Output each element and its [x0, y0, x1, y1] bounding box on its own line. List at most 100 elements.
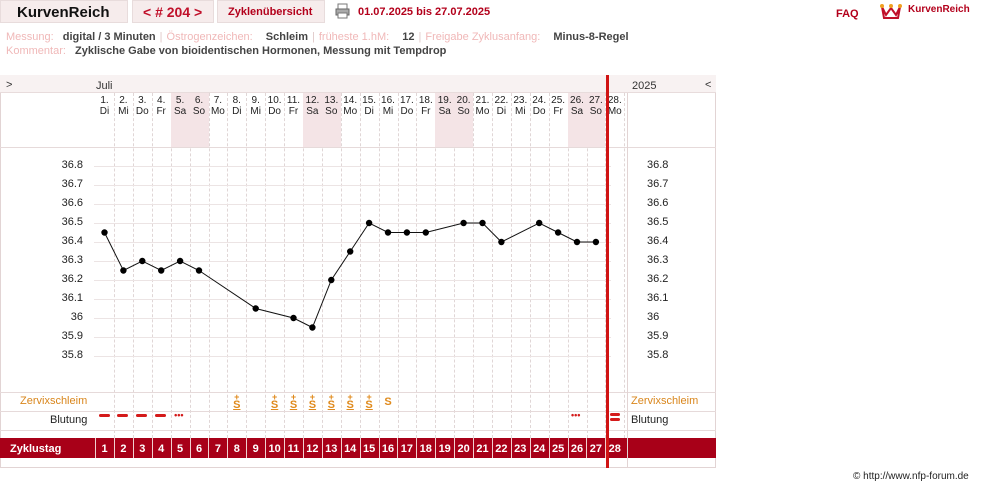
- row-separator: [0, 392, 716, 393]
- cycle-day-number[interactable]: 2: [120, 443, 127, 455]
- cycle-day-number[interactable]: 16: [381, 443, 395, 455]
- bleeding-heavy-mark[interactable]: [136, 414, 148, 417]
- day-header[interactable]: 7. Mo: [208, 95, 227, 117]
- day-header[interactable]: 26. Sa: [568, 95, 587, 117]
- cycle-day-number[interactable]: 28: [608, 443, 621, 455]
- day-header[interactable]: 25. Fr: [549, 95, 568, 117]
- day-header[interactable]: 6. So: [190, 95, 209, 117]
- cycle-day-number[interactable]: 1: [101, 443, 108, 455]
- bleeding-heavy-mark[interactable]: [98, 414, 110, 417]
- weekday: Mo: [210, 106, 225, 117]
- day-header[interactable]: 15. Di: [360, 95, 379, 117]
- day-header[interactable]: 4. Fr: [152, 95, 171, 117]
- day-header[interactable]: 18. Fr: [416, 95, 435, 117]
- cycle-day-number[interactable]: 14: [344, 443, 357, 455]
- cycle-day-number[interactable]: 8: [233, 443, 240, 455]
- mucus-symbol[interactable]: + S: [289, 392, 298, 411]
- weekend-shade: [170, 93, 190, 147]
- bleeding-spotting-mark[interactable]: •••: [571, 410, 581, 420]
- day-header[interactable]: 20. So: [454, 95, 473, 117]
- cycle-day-number[interactable]: 19: [438, 443, 451, 455]
- mucus-symbol[interactable]: + S: [327, 392, 335, 411]
- day-header[interactable]: 17. Do: [397, 95, 416, 117]
- y-tick-label: 36.4: [61, 235, 83, 247]
- cycle-day-number[interactable]: 26: [570, 443, 584, 455]
- cycle-day-number[interactable]: 27: [589, 443, 603, 455]
- weekday: Sa: [438, 106, 451, 117]
- cycle-day-number[interactable]: 12: [306, 443, 319, 455]
- weekday: Fr: [553, 106, 563, 117]
- day-header[interactable]: 10. Do: [265, 95, 284, 117]
- cycle-number-nav[interactable]: < # 204 >: [132, 0, 214, 23]
- day-header[interactable]: 21. Mo: [473, 95, 492, 117]
- day-header[interactable]: 14. Mo: [341, 95, 360, 117]
- y-tick-label-right: 36.5: [647, 216, 669, 228]
- day-header[interactable]: 23. Mi: [511, 95, 530, 117]
- mucus-symbol[interactable]: S: [384, 396, 392, 408]
- bleeding-double-mark[interactable]: [609, 418, 620, 421]
- cycle-day-number[interactable]: 5: [177, 443, 184, 455]
- mucus-symbol[interactable]: + S: [233, 392, 241, 411]
- cycle-day-number[interactable]: 23: [514, 443, 527, 455]
- date-range: 01.07.2025 bis 27.07.2025: [358, 6, 491, 18]
- logo-text[interactable]: KurvenReich: [908, 4, 970, 15]
- row-separator: [0, 411, 716, 412]
- cycle-day-number[interactable]: 13: [325, 443, 338, 455]
- day-header[interactable]: 9. Mi: [246, 95, 265, 117]
- next-cycle-arrow[interactable]: <: [705, 79, 712, 91]
- cycle-day-number[interactable]: 3: [139, 443, 146, 455]
- day-header[interactable]: 1. Di: [95, 95, 114, 117]
- printer-icon[interactable]: [335, 3, 350, 19]
- cycle-overview-button[interactable]: Zyklenübersicht: [217, 0, 325, 23]
- cycle-day-divider: [435, 438, 437, 458]
- cycle-day-number[interactable]: 6: [195, 443, 203, 455]
- mucus-symbol[interactable]: + S: [346, 392, 354, 411]
- cycle-day-number[interactable]: 24: [533, 443, 546, 455]
- day-header[interactable]: 12. Sa: [303, 95, 322, 117]
- cycle-day-number[interactable]: 9: [252, 443, 259, 455]
- release-value: Minus-8-Regel: [553, 31, 629, 43]
- day-number: 18.: [418, 95, 433, 106]
- cycle-day-number[interactable]: 17: [400, 443, 414, 455]
- bleeding-double-mark[interactable]: [609, 413, 620, 416]
- day-header[interactable]: 16. Mi: [379, 95, 398, 117]
- cycle-day-number[interactable]: 4: [158, 443, 165, 455]
- cycle-day-number[interactable]: 21: [476, 443, 489, 455]
- day-header[interactable]: 13. So: [322, 95, 341, 117]
- day-header[interactable]: 2. Mi: [114, 95, 133, 117]
- copyright-text[interactable]: © http://www.nfp-forum.de: [853, 471, 969, 482]
- bleeding-heavy-mark[interactable]: [155, 414, 167, 417]
- faq-link[interactable]: FAQ: [836, 8, 859, 20]
- day-header[interactable]: 22. Di: [492, 95, 511, 117]
- bleeding-heavy-mark[interactable]: [117, 414, 129, 417]
- cycle-number[interactable]: < # 204 >: [143, 4, 203, 20]
- prev-cycle-arrow[interactable]: >: [6, 79, 13, 91]
- cycle-day-divider: [170, 438, 172, 458]
- weekday: Mi: [382, 106, 394, 117]
- cycle-day-number[interactable]: 18: [419, 443, 432, 455]
- day-header[interactable]: 8. Di: [227, 95, 246, 117]
- day-header[interactable]: 27. So: [586, 95, 605, 117]
- day-header[interactable]: 11. Fr: [284, 95, 303, 117]
- day-header[interactable]: 24. Do: [530, 95, 549, 117]
- day-header[interactable]: 28. Mo: [605, 95, 624, 117]
- weekday: Mo: [475, 106, 490, 117]
- day-header[interactable]: 19. Sa: [435, 95, 454, 117]
- bleeding-spotting-mark[interactable]: •••: [174, 410, 184, 420]
- cycle-day-number[interactable]: 10: [268, 443, 281, 455]
- estrogen-label: Östrogenzeichen:: [166, 31, 253, 43]
- cycle-day-number[interactable]: 20: [457, 443, 470, 455]
- mucus-symbol[interactable]: + S: [308, 392, 317, 411]
- day-header[interactable]: 3. Do: [133, 95, 152, 117]
- brand-box[interactable]: KurvenReich: [0, 0, 128, 23]
- crown-logo-icon[interactable]: [880, 2, 902, 20]
- mucus-symbol[interactable]: + S: [365, 392, 373, 411]
- cycle-day-number[interactable]: 7: [214, 443, 221, 455]
- day-header[interactable]: 5. Sa: [171, 95, 190, 117]
- cycle-day-number[interactable]: 25: [551, 443, 565, 455]
- cycle-day-number[interactable]: 11: [287, 443, 300, 455]
- mucus-symbol[interactable]: + S: [270, 392, 279, 411]
- cycle-day-number[interactable]: 15: [362, 443, 376, 455]
- cycle-day-number[interactable]: 22: [495, 443, 508, 455]
- day-number: 3.: [138, 95, 147, 106]
